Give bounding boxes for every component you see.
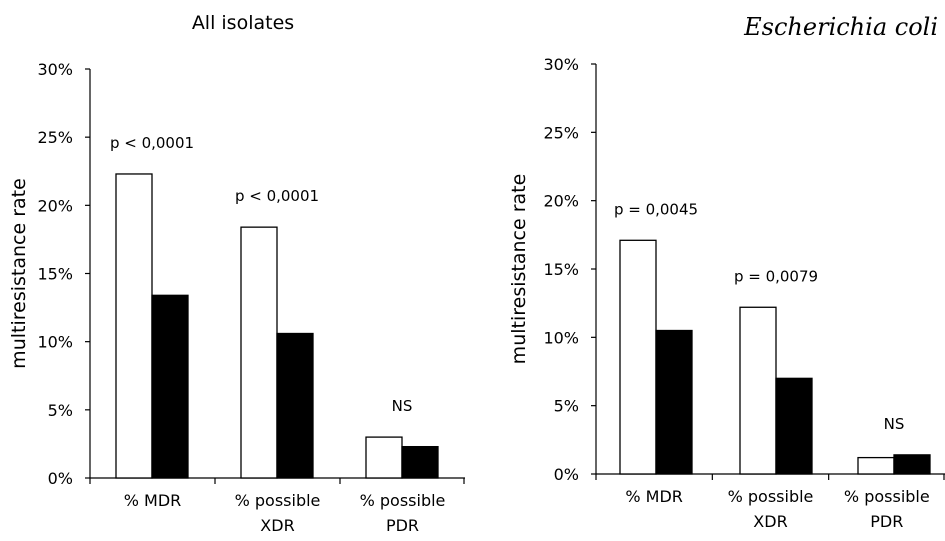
p-value-annotation: p = 0,0045 — [614, 200, 698, 218]
y-tick-label: 20% — [37, 196, 73, 215]
y-tick-label: 20% — [543, 192, 579, 211]
bar — [115, 173, 153, 479]
y-tick-label: 15% — [543, 260, 579, 279]
p-value-annotation: p = 0,0079 — [734, 267, 818, 285]
bar — [240, 226, 278, 479]
y-tick-label: 0% — [48, 469, 73, 488]
y-axis-label: multiresistance rate — [508, 174, 530, 365]
x-tick-label: XDR — [753, 512, 787, 531]
y-tick-label: 5% — [554, 397, 579, 416]
y-tick-label: 15% — [37, 265, 73, 284]
x-tick-label: PDR — [386, 516, 419, 535]
chart-title: All isolates — [192, 12, 294, 34]
bar — [655, 329, 693, 475]
x-tick-label: % possible — [728, 487, 814, 506]
p-value-annotation: p < 0,0001 — [235, 187, 319, 205]
bar — [151, 294, 189, 479]
bar — [857, 456, 895, 475]
chart-panel-all-isolates: All isolates multiresistance rate 0% 5% 10% 1… — [8, 12, 465, 535]
x-tick-label: % MDR — [625, 487, 683, 506]
p-value-annotation: NS — [884, 415, 905, 433]
y-tick-label: 10% — [543, 328, 579, 347]
y-tick-label: 25% — [37, 128, 73, 147]
x-tick-label: PDR — [870, 512, 903, 531]
bar — [775, 377, 813, 475]
bar — [276, 332, 314, 479]
p-value-annotation: p < 0,0001 — [110, 134, 194, 152]
y-tick-label: 10% — [37, 333, 73, 352]
bar — [401, 445, 439, 479]
x-tick-label: % possible — [844, 487, 930, 506]
x-tick-label: % possible — [360, 491, 446, 510]
y-tick-label: 5% — [48, 401, 73, 420]
y-tick-label: 30% — [543, 55, 579, 74]
bar — [619, 239, 657, 475]
chart-title: Escherichia coli — [743, 13, 938, 41]
p-value-annotation: NS — [392, 397, 413, 415]
bar — [365, 436, 403, 479]
x-tick-label: XDR — [260, 516, 294, 535]
y-tick-label: 25% — [543, 123, 579, 142]
y-tick-label: 0% — [554, 465, 579, 484]
y-axis-label: multiresistance rate — [8, 178, 30, 369]
chart-panel-escherichia-coli: Escherichia coli multiresistance rate 0% 5%… — [508, 13, 945, 531]
x-tick-label: % possible — [235, 491, 321, 510]
x-tick-label: % MDR — [124, 491, 182, 510]
bar — [893, 454, 931, 475]
y-tick-label: 30% — [37, 60, 73, 79]
bar — [739, 306, 777, 475]
